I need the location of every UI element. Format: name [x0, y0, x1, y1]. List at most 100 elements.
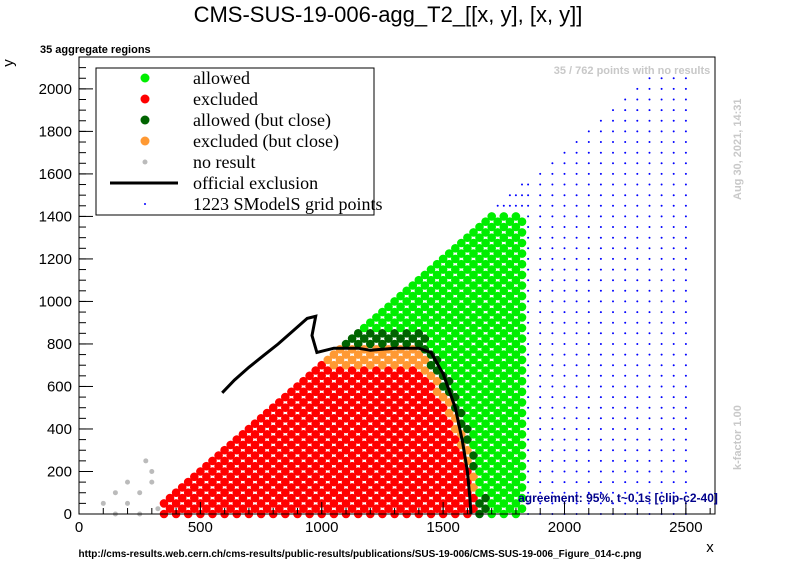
result-point [402, 477, 412, 487]
result-point [390, 329, 399, 338]
grid-point [587, 194, 590, 197]
result-point [347, 366, 357, 375]
result-point [281, 488, 290, 498]
result-point [396, 472, 405, 482]
y-tick-label: 1800 [39, 123, 72, 140]
result-point [202, 504, 211, 513]
grid-point [599, 459, 602, 462]
grid-point [684, 257, 687, 260]
result-point [353, 329, 363, 338]
result-point [505, 398, 515, 407]
grid-point [636, 311, 639, 314]
grid-point [599, 321, 602, 324]
result-point [305, 445, 314, 455]
result-point [329, 382, 339, 391]
result-point [396, 483, 405, 492]
grid-point [539, 343, 542, 345]
result-point [366, 456, 375, 466]
grid-point [660, 332, 663, 335]
result-point [341, 382, 351, 391]
result-point [463, 318, 472, 328]
result-point [335, 366, 345, 375]
grid-point [587, 364, 590, 367]
result-point [402, 307, 412, 317]
result-point [499, 424, 509, 434]
result-point [493, 238, 503, 248]
result-point [384, 355, 393, 365]
result-point [505, 472, 515, 482]
grid-point [563, 385, 566, 388]
grid-point [539, 396, 542, 399]
grid-point [575, 459, 578, 462]
result-point [511, 307, 521, 317]
result-point [438, 350, 448, 359]
result-point [281, 477, 290, 487]
grid-point [599, 428, 602, 430]
grid-point [539, 406, 542, 409]
grid-point [624, 151, 627, 154]
result-point [232, 477, 242, 487]
result-point [511, 297, 521, 306]
result-point [426, 499, 436, 508]
result-point [317, 435, 327, 444]
result-point [469, 398, 478, 407]
result-point [408, 419, 418, 429]
grid-point [527, 353, 530, 356]
result-point [366, 371, 375, 381]
result-point [487, 403, 497, 413]
result-point [347, 461, 357, 471]
result-point [499, 339, 509, 349]
grid-point [599, 396, 602, 399]
result-point [317, 382, 327, 391]
grid-point [599, 374, 602, 377]
grid-point [660, 204, 663, 207]
result-point [420, 504, 430, 513]
result-point [378, 329, 387, 338]
result-point [493, 366, 503, 375]
result-point [505, 249, 515, 258]
grid-point [624, 470, 627, 473]
grid-point [539, 491, 542, 494]
grid-point [527, 311, 530, 314]
result-point [275, 493, 284, 503]
result-point [396, 355, 405, 365]
result-point [317, 403, 327, 413]
grid-point [636, 204, 639, 207]
result-point [323, 472, 333, 482]
grid-point [612, 396, 614, 399]
result-point [438, 318, 448, 328]
grid-point [599, 406, 602, 409]
result-point [366, 360, 375, 370]
grid-point [551, 449, 554, 452]
result-point [475, 329, 484, 338]
result-point [378, 360, 387, 370]
result-point [372, 504, 381, 513]
grid-point [636, 321, 639, 324]
result-point [372, 408, 381, 418]
result-point [420, 323, 430, 333]
grid-point [636, 438, 639, 441]
result-point [359, 334, 369, 343]
result-point [451, 424, 460, 434]
result-point [402, 318, 412, 328]
result-point [359, 398, 369, 407]
result-point [275, 504, 284, 513]
grid-point [672, 257, 675, 260]
result-point [287, 483, 296, 492]
result-point [287, 430, 296, 439]
result-point [511, 477, 521, 487]
result-point [299, 493, 308, 503]
grid-point [624, 502, 627, 505]
result-point [408, 504, 418, 513]
result-point [232, 467, 242, 476]
result-point [487, 477, 497, 487]
result-point [232, 499, 242, 508]
result-point [281, 424, 290, 434]
result-point [335, 472, 345, 482]
result-point [451, 382, 460, 391]
result-point [402, 339, 412, 349]
result-point [493, 398, 503, 407]
grid-point [624, 353, 627, 356]
result-point [311, 440, 321, 450]
grid-point [551, 194, 554, 197]
